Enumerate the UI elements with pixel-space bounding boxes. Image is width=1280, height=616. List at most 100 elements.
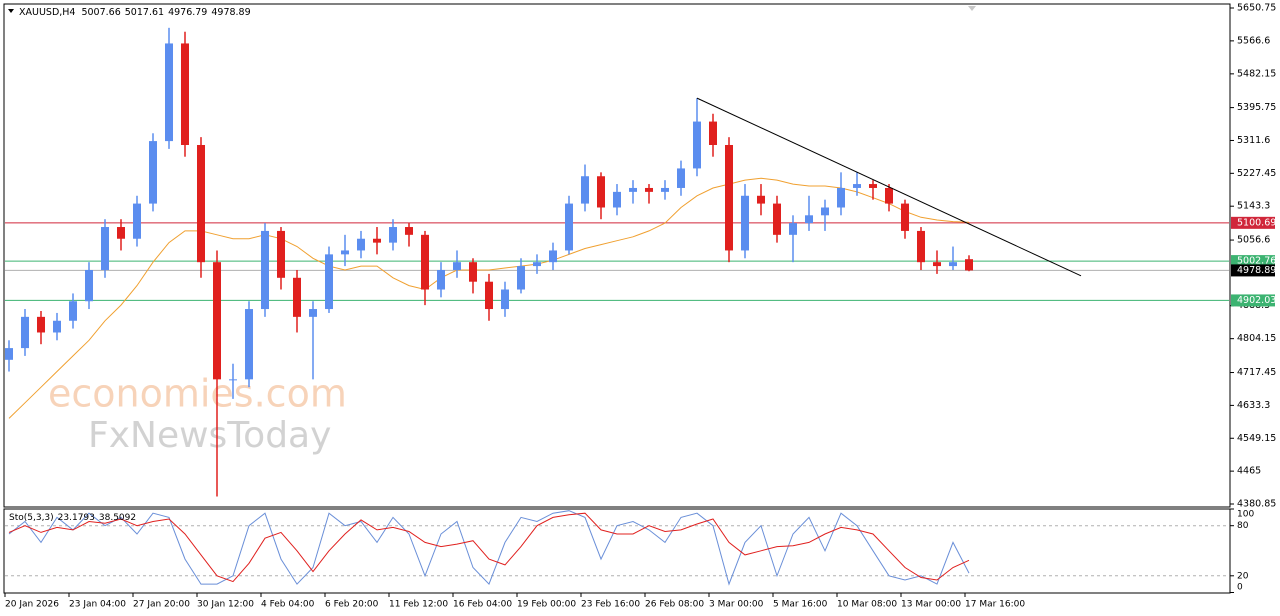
stoch-tick-label: 100 (1237, 510, 1254, 520)
x-tick-label: 26 Feb 08:00 (645, 600, 704, 610)
candle-body (277, 230, 285, 278)
candle-body (645, 187, 653, 192)
candle-body (421, 234, 429, 290)
candle-body (197, 144, 205, 263)
candle-body (725, 144, 733, 251)
x-tick-label: 6 Feb 20:00 (325, 600, 379, 610)
candle-body (709, 121, 717, 145)
menu-arrow[interactable] (8, 9, 14, 13)
candle-body (357, 238, 365, 251)
watermark-text: economies.com (48, 372, 347, 416)
candle-body (437, 269, 445, 290)
candle-body (53, 320, 61, 333)
price-tag-label: 4978.89 (1237, 265, 1276, 276)
indicator-name: Sto(5,3,3) (9, 513, 54, 523)
y-tick-label: 4465 (1237, 466, 1261, 477)
x-tick-label: 16 Feb 04:00 (453, 600, 512, 610)
candle-body (565, 203, 573, 251)
candle-body (613, 191, 621, 208)
candle-body (165, 43, 173, 142)
y-tick-label: 4717.45 (1237, 367, 1276, 378)
candle-body (85, 269, 93, 302)
candle-body (101, 227, 109, 270)
candle-body (741, 195, 749, 251)
x-tick-label: 5 Mar 16:00 (773, 600, 828, 610)
stoch-main-value: 23.1793 (58, 513, 95, 523)
watermark: economies.com FxNewsToday (48, 372, 347, 457)
candle-body (229, 379, 237, 381)
candle-body (661, 187, 669, 192)
price-tag (1231, 294, 1275, 307)
x-tick-label: 17 Mar 16:00 (965, 600, 1025, 610)
close-value: 4978.89 (211, 7, 250, 18)
y-tick-label: 5482.15 (1237, 68, 1276, 79)
plot-layer: 5650.75 5566.6 5482.15 5395.75 5311.6 5227.45… (4, 3, 1276, 610)
candle-body (597, 176, 605, 208)
candle-body (373, 238, 381, 243)
candle-body (389, 227, 397, 243)
candle-body (245, 309, 253, 380)
stoch-line (8, 512, 970, 583)
trendline (696, 97, 1082, 277)
candle-body (469, 262, 477, 282)
candle-body (117, 227, 125, 239)
candle-body (213, 262, 221, 380)
candle-body (581, 176, 589, 204)
y-tick-label: 5227.45 (1237, 168, 1276, 179)
y-tick-label: 5311.6 (1237, 135, 1270, 146)
moving-average (8, 177, 970, 419)
x-tick-label: 10 Mar 08:00 (837, 600, 897, 610)
open-value: 5007.66 (81, 7, 120, 18)
candle-body (837, 187, 845, 208)
watermark-text: FxNewsToday (88, 415, 331, 456)
x-tick-label: 4 Feb 04:00 (261, 600, 315, 610)
candle-body (901, 203, 909, 231)
stoch-tick-label: 0 (1237, 583, 1243, 593)
stoch-signal-value: 38.5092 (99, 513, 136, 523)
shift-marker (968, 6, 976, 11)
candle-body (341, 250, 349, 255)
candle-body (37, 316, 45, 333)
candle-body (149, 141, 157, 204)
chart-header: XAUUSD,H4 5007.66 5017.61 4976.79 4978.89 (19, 7, 251, 18)
y-tick-label: 5566.6 (1237, 35, 1270, 46)
candle-body (325, 254, 333, 310)
candle-body (885, 187, 893, 204)
candle-body (933, 262, 941, 267)
x-tick-label: 3 Mar 00:00 (709, 600, 764, 610)
low-value: 4976.79 (168, 7, 207, 18)
candle-body (5, 348, 13, 360)
candle-body (773, 203, 781, 235)
candle-body (501, 289, 509, 310)
price-tag-label: 4902.03 (1237, 295, 1276, 306)
candle-body (485, 281, 493, 310)
y-tick-label: 5056.6 (1237, 235, 1270, 246)
stochastic-header: Sto(5,3,3) 23.1793 38.5092 (9, 513, 136, 523)
candle-body (629, 187, 637, 192)
y-tick-label: 5395.75 (1237, 102, 1276, 113)
candle-body (453, 262, 461, 270)
high-value: 5017.61 (125, 7, 164, 18)
candle-body (693, 121, 701, 169)
candle-body (133, 203, 141, 239)
x-tick-label: 11 Feb 12:00 (389, 600, 448, 610)
x-tick-label: 23 Feb 16:00 (581, 600, 640, 610)
candle-body (21, 316, 29, 349)
y-tick-label: 4380.85 (1237, 499, 1276, 510)
price-tag-label: 5100.69 (1237, 217, 1276, 228)
price-tag (1231, 264, 1275, 277)
price-tag (1231, 216, 1275, 229)
stochastic-panel (3, 508, 1231, 594)
candle-body (181, 43, 189, 145)
candle-body (965, 259, 973, 271)
candle-body (677, 168, 685, 188)
x-tick-label: 20 Jan 2026 (5, 600, 59, 610)
candle-body (293, 277, 301, 317)
candle-body (917, 230, 925, 263)
y-tick-label: 4549.15 (1237, 433, 1276, 444)
stoch-line (8, 510, 970, 586)
symbol: XAUUSD,H4 (19, 7, 75, 18)
candle-body (853, 184, 861, 188)
candle-body (949, 262, 957, 267)
